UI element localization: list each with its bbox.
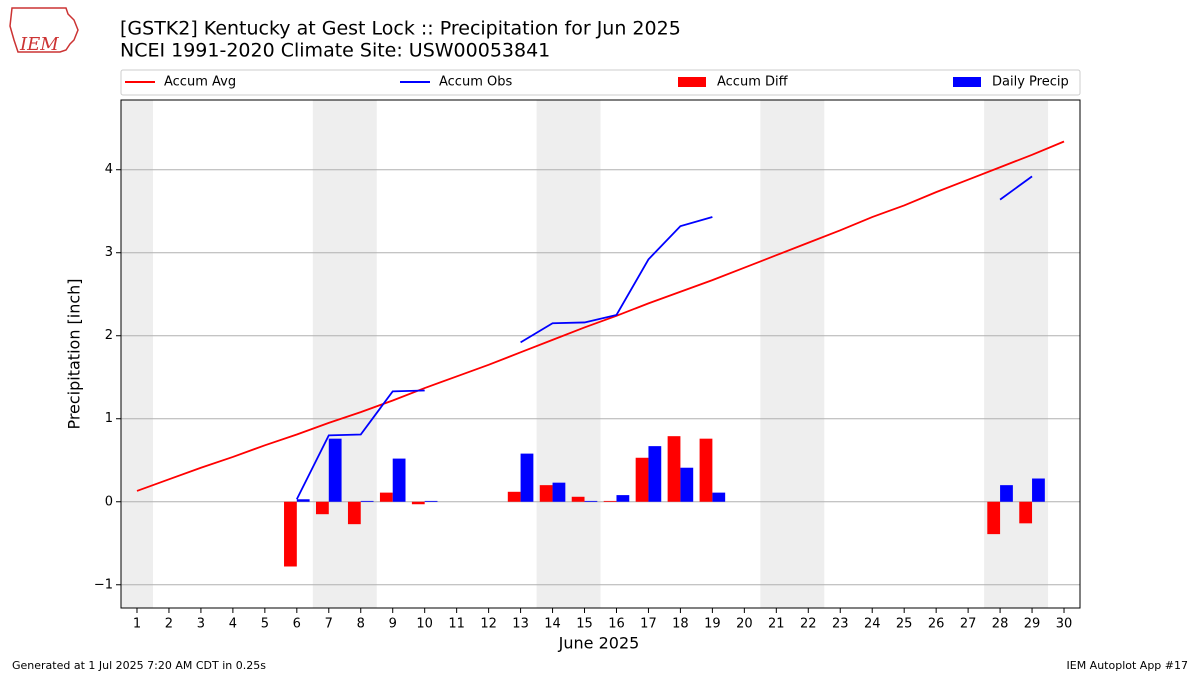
x-axis-label: June 2025 <box>558 634 640 653</box>
bar <box>699 438 713 502</box>
bar <box>379 492 393 502</box>
x-tick-label: 2 <box>165 617 173 632</box>
x-tick-label: 16 <box>608 617 625 632</box>
bar <box>347 501 361 525</box>
x-tick-label: 8 <box>357 617 365 632</box>
line <box>296 175 1033 500</box>
legend-swatch <box>678 77 706 87</box>
bar <box>584 500 598 502</box>
weekend-shade <box>760 100 825 608</box>
x-tick-label: 22 <box>800 617 817 632</box>
x-tick-label: 14 <box>544 617 561 632</box>
bar <box>571 496 585 502</box>
bar <box>712 492 726 502</box>
bar <box>680 467 694 502</box>
x-tick-label: 24 <box>864 617 881 632</box>
weekend-shade <box>312 100 377 608</box>
x-tick-label: 7 <box>325 617 333 632</box>
x-tick-label: 23 <box>832 617 849 632</box>
bar <box>360 500 374 502</box>
y-tick-label: 1 <box>105 411 113 426</box>
y-tick-label: 2 <box>105 328 113 343</box>
y-tick-label: −1 <box>94 577 113 592</box>
footer-right: IEM Autoplot App #17 <box>1067 659 1189 672</box>
x-tick-label: 28 <box>992 617 1009 632</box>
x-tick-label: 21 <box>768 617 785 632</box>
bar <box>648 446 662 502</box>
logo-text: IEM <box>19 34 59 55</box>
x-tick-label: 10 <box>416 617 433 632</box>
x-tick-label: 20 <box>736 617 753 632</box>
x-tick-label: 17 <box>640 617 657 632</box>
legend-label: Accum Avg <box>164 75 236 90</box>
bar <box>392 458 406 502</box>
bar <box>328 438 342 502</box>
x-tick-label: 5 <box>261 617 269 632</box>
x-tick-label: 19 <box>704 617 721 632</box>
chart-subtitle: NCEI 1991-2020 Climate Site: USW00053841 <box>120 40 550 62</box>
weekend-shade <box>121 100 153 608</box>
y-axis-label: Precipitation [inch] <box>65 278 84 429</box>
x-tick-label: 25 <box>896 617 913 632</box>
bar <box>987 501 1001 535</box>
bar <box>667 436 681 502</box>
legend-box <box>120 69 1081 96</box>
x-tick-label: 4 <box>229 617 237 632</box>
x-tick-label: 15 <box>576 617 593 632</box>
bar <box>507 491 521 502</box>
bar <box>284 501 297 567</box>
x-tick-label: 26 <box>928 617 945 632</box>
bar <box>315 501 329 515</box>
x-tick-label: 12 <box>480 617 497 632</box>
y-tick-label: 0 <box>105 494 113 509</box>
legend-label: Accum Obs <box>439 75 512 90</box>
bar <box>616 495 630 502</box>
y-tick-label: 4 <box>105 162 113 177</box>
bar <box>1019 501 1033 524</box>
legend-label: Daily Precip <box>992 75 1069 90</box>
weekend-shade <box>536 100 601 608</box>
bar <box>424 500 438 502</box>
bar <box>552 482 566 502</box>
footer-left: Generated at 1 Jul 2025 7:20 AM CDT in 0… <box>12 659 266 672</box>
legend-label: Accum Diff <box>717 75 789 90</box>
bar <box>520 453 534 502</box>
x-tick-label: 9 <box>389 617 397 632</box>
chart-title: [GSTK2] Kentucky at Gest Lock :: Precipi… <box>120 18 681 40</box>
y-tick-label: 3 <box>105 245 113 260</box>
logo: IEM <box>9 7 79 55</box>
legend-swatch <box>953 77 981 87</box>
x-tick-label: 27 <box>960 617 977 632</box>
x-tick-label: 18 <box>672 617 689 632</box>
bar <box>539 485 553 502</box>
x-tick-label: 29 <box>1024 617 1041 632</box>
plot-frame <box>120 99 1081 609</box>
bar <box>635 457 649 502</box>
x-tick-label: 6 <box>293 617 301 632</box>
bar <box>296 499 310 502</box>
bar <box>1000 485 1013 502</box>
x-tick-label: 13 <box>512 617 529 632</box>
x-tick-label: 11 <box>448 617 465 632</box>
x-tick-label: 3 <box>197 617 205 632</box>
line <box>136 140 1065 492</box>
x-tick-label: 30 <box>1056 617 1073 632</box>
bar <box>1032 478 1045 502</box>
logo-outline <box>9 7 79 53</box>
x-tick-label: 1 <box>133 617 141 632</box>
bar <box>603 500 617 502</box>
bar <box>411 501 425 505</box>
